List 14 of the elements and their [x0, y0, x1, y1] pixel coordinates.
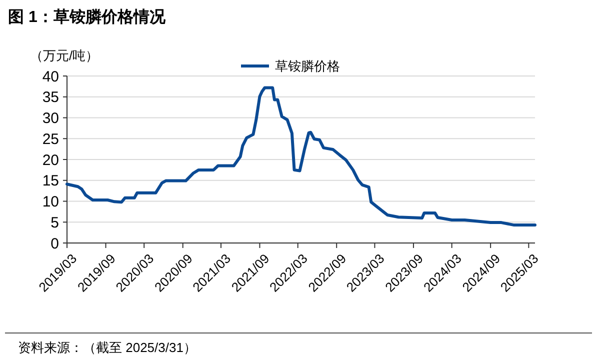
- text: 资料来源：（截至 2025/3/31）: [18, 340, 196, 355]
- y-tick-label: 10: [42, 194, 59, 210]
- y-tick-label: 5: [50, 214, 59, 232]
- y-tick-label: 0: [50, 235, 59, 252]
- y-tick-label: 15: [42, 172, 59, 190]
- y-tick-label: 20: [42, 152, 59, 169]
- chart-title: 图 1：草铵膦价格情况: [8, 8, 166, 26]
- y-axis-title: （万元/吨）: [30, 48, 99, 63]
- legend-label: 草铵膦价格: [275, 58, 340, 74]
- y-tick-label: 35: [42, 89, 59, 106]
- line-series: [66, 86, 536, 227]
- y-tick-label: 40: [42, 68, 59, 86]
- y-tick-label: 25: [42, 130, 59, 148]
- y-tick-label: 30: [42, 110, 59, 127]
